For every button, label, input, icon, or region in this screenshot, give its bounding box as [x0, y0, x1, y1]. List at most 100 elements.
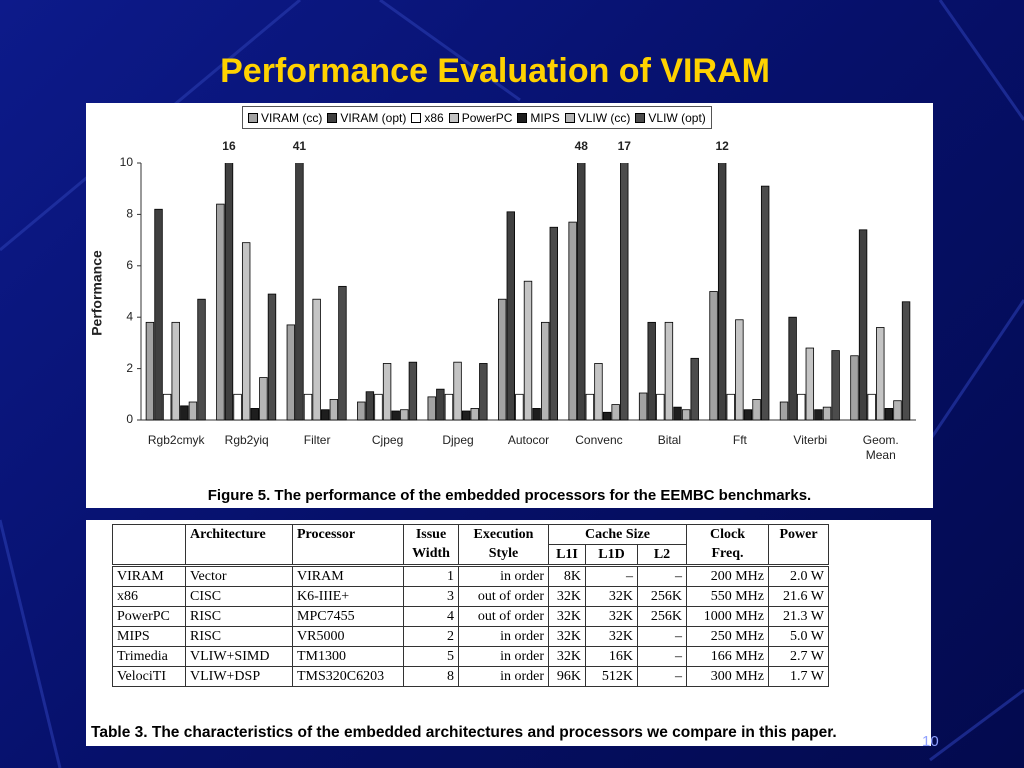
bar — [779, 401, 789, 421]
legend: VIRAM (cc) VIRAM (opt) x86 PowerPC MIPS VLIW … — [242, 106, 712, 129]
table-cell: in order — [458, 646, 549, 667]
bar — [638, 392, 648, 421]
bar — [540, 321, 550, 421]
x-tick-label: Rgb2cmyk — [147, 433, 205, 447]
table-cell: VIRAM — [112, 565, 186, 587]
legend-item: VIRAM (opt) — [327, 111, 406, 125]
bar — [797, 393, 806, 421]
table-cell: 2.7 W — [768, 646, 829, 667]
table-cell: out of order — [458, 586, 549, 607]
table-cell: 32K — [548, 606, 586, 627]
legend-swatch — [564, 112, 575, 123]
table-cell: 32K — [548, 626, 586, 647]
table-row: PowerPC RISC MPC7455 4 out of order 32K 32K 256… — [112, 606, 829, 627]
table-row: MIPS RISC VR5000 2 in order 32K 32K –250 MHz 5.0… — [112, 626, 829, 647]
x-tick-label: Geom. Mean — [862, 433, 899, 462]
bar — [515, 393, 524, 421]
header-cell — [185, 544, 293, 567]
bar — [408, 361, 418, 421]
bar — [681, 409, 691, 421]
table-cell: K6-IIIE+ — [292, 586, 404, 607]
table: Architecture Processor Issue Execution C… — [112, 524, 829, 687]
bar — [444, 393, 454, 421]
table-cell: in order — [458, 626, 549, 647]
table-cell: 2 — [403, 626, 459, 647]
bar — [497, 298, 507, 421]
bar — [568, 221, 577, 421]
table-cell: – — [637, 565, 687, 587]
table-cell: – — [637, 646, 687, 667]
bar — [611, 404, 620, 421]
table-cell: VLIW+DSP — [185, 666, 293, 687]
table-cell: 5 — [403, 646, 459, 667]
header-cell: Issue — [403, 524, 459, 545]
bar — [506, 211, 515, 421]
bar — [295, 163, 304, 421]
bar — [901, 301, 911, 421]
table-cell: TM1300 — [292, 646, 404, 667]
table-cell: 8 — [403, 666, 459, 687]
table-row: x86 CISC K6-IIIE+ 3 out of order 32K 32K 256K 55… — [112, 586, 829, 607]
legend-item: VIRAM (cc) — [248, 111, 322, 125]
bar — [893, 400, 902, 421]
table-cell: VelociTI — [112, 666, 186, 687]
bars — [145, 163, 911, 421]
bar — [850, 355, 859, 421]
bar — [884, 408, 894, 421]
table-cell: 256K — [637, 606, 687, 627]
header-cell: L2 — [637, 544, 687, 567]
table-panel: Architecture Processor Issue Execution C… — [86, 520, 931, 746]
table-cell: 1.7 W — [768, 666, 829, 687]
bar — [233, 393, 242, 421]
bar — [391, 410, 400, 421]
bar — [479, 363, 488, 421]
header-cell — [292, 544, 404, 567]
legend-swatch — [635, 112, 646, 123]
bar — [338, 285, 347, 421]
table-cell: VLIW+SIMD — [185, 646, 293, 667]
table-cell: MPC7455 — [292, 606, 404, 627]
header-cell: Execution — [458, 524, 549, 545]
bar — [656, 393, 665, 421]
legend-label: VIRAM (cc) — [261, 110, 323, 125]
bar — [154, 208, 163, 421]
bar — [162, 393, 172, 421]
bar — [365, 391, 375, 421]
legend-label: x86 — [424, 110, 444, 125]
slide-title: Performance Evaluation of VIRAM — [220, 52, 770, 90]
y-axis-label: Performance — [89, 250, 105, 336]
legend-item: VLIW (cc) — [564, 110, 631, 125]
table-cell: 32K — [585, 626, 638, 647]
legend-swatch — [517, 112, 528, 123]
bar — [400, 409, 409, 421]
header-row: Architecture Processor Issue Execution C… — [112, 524, 829, 567]
x-tick-label: Djpeg — [442, 433, 474, 447]
table-cell: in order — [458, 565, 549, 587]
x-tick-label: Bital — [657, 433, 682, 447]
legend-swatch — [448, 112, 459, 123]
y-tick-label: 6 — [126, 258, 133, 272]
bar — [620, 163, 629, 421]
legend-item: x86 — [411, 110, 444, 125]
bar — [752, 399, 761, 421]
bar — [171, 321, 180, 421]
table-caption: Table 3. The characteristics of the embe… — [91, 724, 837, 741]
x-tick-label: Convenc — [575, 433, 623, 447]
table-row: VIRAM Vector VIRAM 1 in order 8K – –200 MHz 2.0 … — [112, 565, 829, 587]
table-cell: Trimedia — [112, 646, 186, 667]
table-cell: – — [637, 666, 687, 687]
legend-label: VLIW (cc) — [577, 110, 631, 125]
bar — [250, 408, 259, 421]
bar — [145, 321, 155, 421]
bar — [188, 401, 198, 421]
table-cell: Vector — [185, 565, 293, 587]
bar — [312, 298, 321, 421]
table-cell: 96K — [548, 666, 586, 687]
value-label: 12 — [715, 139, 729, 153]
chart: Performance 0 2 4 6 8 10 16 41 48 17 12 — [89, 139, 916, 426]
header-cell: L1D — [585, 544, 638, 567]
legend-swatch — [248, 112, 258, 123]
table-cell: 8K — [548, 565, 586, 587]
bar — [822, 406, 832, 421]
bar — [602, 411, 612, 421]
